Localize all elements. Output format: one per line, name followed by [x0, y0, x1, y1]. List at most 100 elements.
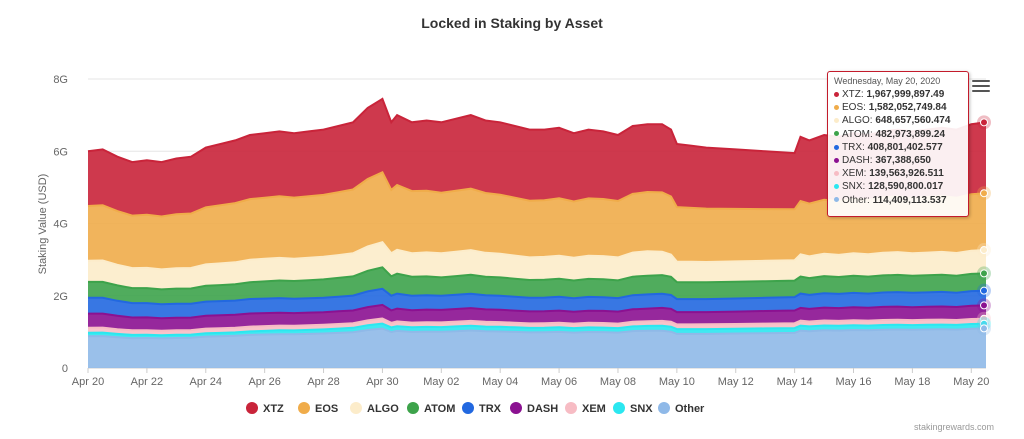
tooltip-series-name: Other:: [842, 194, 873, 206]
tooltip-dot-icon: [834, 91, 839, 97]
legend-label: ALGO: [367, 403, 399, 415]
chart-title: Locked in Staking by Asset: [421, 15, 603, 31]
credit-text[interactable]: stakingrewards.com: [914, 422, 994, 432]
x-tick-label: May 20: [953, 376, 989, 388]
x-tick-label: Apr 26: [248, 376, 280, 388]
legend-item-trx[interactable]: TRX: [462, 402, 502, 415]
legend-marker: [658, 402, 670, 414]
tooltip-dot-icon: [834, 131, 839, 137]
y-tick-label: 0: [62, 363, 68, 375]
legend-item-eos[interactable]: EOS: [298, 402, 338, 415]
y-tick-label: 4G: [53, 219, 68, 231]
tooltip-row: XEM: 139,563,926.511: [834, 167, 962, 180]
area-atom[interactable]: [88, 267, 986, 305]
legend-marker: [462, 402, 474, 414]
tooltip-value: 408,801,402.577: [867, 141, 943, 153]
line-snx: [87, 322, 987, 337]
legend-label: TRX: [479, 403, 502, 415]
legend-marker: [407, 402, 419, 414]
tooltip-dot-icon: [834, 184, 839, 190]
legend-label: ATOM: [424, 403, 455, 415]
area-snx[interactable]: [88, 323, 986, 339]
marker-atom: [980, 269, 988, 278]
marker-trx: [980, 286, 988, 295]
legend-label: SNX: [630, 403, 653, 415]
marker-other: [980, 324, 988, 333]
x-tick-label: May 16: [835, 376, 871, 388]
marker-algo: [980, 246, 988, 255]
legend-item-algo[interactable]: ALGO: [350, 402, 399, 415]
area-algo[interactable]: [88, 242, 986, 290]
area-xtz[interactable]: [88, 98, 986, 217]
x-tick-label: May 04: [482, 376, 518, 388]
legend-label: EOS: [315, 403, 338, 415]
tooltip-series-name: ALGO:: [842, 115, 876, 127]
legend-item-xem[interactable]: XEM: [565, 402, 606, 415]
tooltip-series-name: DASH:: [842, 155, 876, 167]
tooltip-dot-icon: [834, 157, 839, 163]
legend-item-xtz[interactable]: XTZ: [246, 402, 284, 415]
marker-dash: [980, 301, 988, 310]
tooltip-date: Wednesday, May 20, 2020: [834, 76, 941, 86]
tooltip-row: Other: 114,409,113.537: [834, 194, 962, 207]
tooltip-value: 1,967,999,897.49: [866, 89, 945, 100]
tooltip-row: ALGO: 648,657,560.474: [834, 114, 962, 127]
y-tick-label: 6G: [53, 146, 68, 158]
tooltip-value: 648,657,560.474: [875, 115, 951, 127]
tooltip-row: EOS: 1,582,052,749.84: [834, 101, 962, 114]
legend-item-snx[interactable]: SNX: [613, 402, 653, 415]
tooltip-series-name: XEM:: [842, 168, 870, 180]
line-atom: [88, 266, 987, 291]
line-dash: [88, 303, 987, 320]
x-tick-label: May 06: [541, 376, 577, 388]
hamburger-menu-icon[interactable]: [972, 80, 990, 94]
tooltip-value: 1,582,052,749.84: [868, 102, 947, 114]
line-xem: [87, 317, 987, 332]
tooltip-dot-icon: [834, 171, 839, 177]
marker-eos: [980, 189, 988, 198]
x-tick-label: Apr 24: [190, 376, 222, 388]
tooltip-value: 114,409,113.537: [872, 194, 947, 206]
x-tick-label: May 18: [894, 376, 930, 388]
legend-marker: [298, 402, 310, 414]
tooltip-value: 482,973,899.24: [875, 128, 946, 140]
legend-item-dash[interactable]: DASH: [510, 402, 558, 415]
x-tick-label: May 14: [777, 376, 813, 388]
legend-label: XTZ: [263, 403, 284, 415]
tooltip-dot-icon: [834, 144, 839, 150]
legend-marker: [246, 402, 258, 414]
legend-label: Other: [675, 403, 705, 415]
tooltip-value: 128,590,800.017: [868, 181, 944, 193]
line-other: [87, 327, 987, 340]
y-tick-label: 2G: [53, 291, 68, 303]
y-axis-label: Staking Value (USD): [37, 174, 49, 275]
tooltip-dot-icon: [834, 197, 839, 203]
x-tick-label: May 10: [659, 376, 695, 388]
tooltip-series-name: TRX:: [842, 141, 868, 153]
legend-marker: [350, 402, 362, 414]
legend-label: XEM: [582, 403, 606, 415]
legend-marker: [510, 402, 522, 414]
tooltip-row: DASH: 367,388,650: [834, 154, 962, 167]
tooltip-value: 139,563,926.511: [869, 168, 944, 180]
x-tick-label: Apr 30: [366, 376, 398, 388]
tooltip-series-name: EOS:: [842, 102, 869, 114]
legend-marker: [613, 402, 625, 414]
legend-item-atom[interactable]: ATOM: [407, 402, 455, 415]
tooltip-row: TRX: 408,801,402.577: [834, 141, 962, 154]
legend-item-other[interactable]: Other: [658, 402, 705, 415]
tooltip-series-name: ATOM:: [842, 128, 876, 140]
tooltip-value: 367,388,650: [875, 155, 931, 167]
tooltip-dot-icon: [834, 118, 839, 124]
tooltip-dot-icon: [834, 105, 839, 111]
tooltip-series-name: XTZ:: [842, 89, 867, 100]
x-tick-label: May 02: [423, 376, 459, 388]
tooltip-row: SNX: 128,590,800.017: [834, 180, 962, 193]
x-tick-label: Apr 20: [72, 376, 104, 388]
area-other[interactable]: [88, 328, 986, 368]
y-tick-label: 8G: [53, 74, 68, 86]
line-algo: [87, 241, 987, 271]
x-tick-label: Apr 28: [307, 376, 339, 388]
tooltip-row: ATOM: 482,973,899.24: [834, 128, 962, 141]
